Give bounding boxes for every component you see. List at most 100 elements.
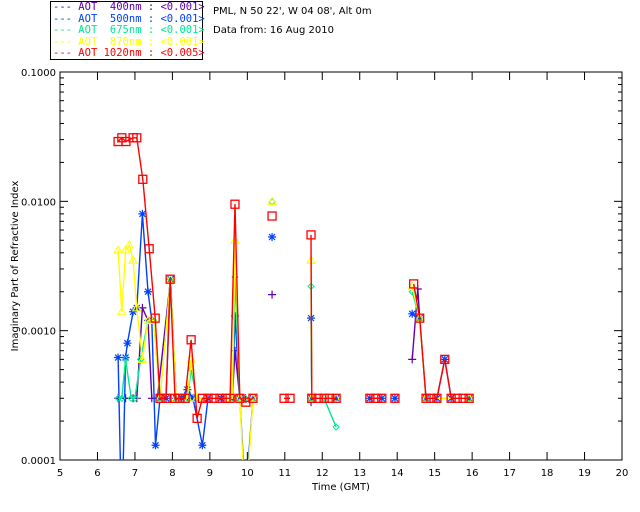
square-marker (319, 393, 329, 403)
date-info: Data from: 16 Aug 2010 (213, 25, 334, 36)
diamond-marker (408, 288, 416, 296)
square-marker (230, 199, 240, 209)
y-tick-label: 0.1000 (21, 68, 56, 79)
square-marker (180, 393, 190, 403)
square-marker (325, 393, 335, 403)
asterisk-marker (390, 394, 399, 403)
asterisk-marker (151, 441, 160, 450)
x-tick-label: 7 (132, 468, 138, 479)
triangle-marker (124, 239, 135, 249)
square-marker (175, 393, 185, 403)
legend-item-400: --- AOT 400nm : <0.001> (53, 1, 205, 13)
legend-label: AOT 1020nm : <0.005> (78, 47, 205, 60)
series-line (117, 136, 470, 419)
square-marker (170, 393, 180, 403)
legend-label: AOT 675nm : <0.001> (78, 24, 205, 37)
triangle-marker (128, 255, 138, 264)
square-marker (365, 393, 375, 403)
x-tick-label: 15 (428, 468, 441, 479)
asterisk-marker (268, 232, 277, 241)
asterisk-marker (138, 209, 147, 218)
square-marker (215, 393, 225, 403)
square-marker (132, 133, 142, 143)
x-tick-label: 18 (541, 468, 554, 479)
diamond-marker (121, 355, 130, 364)
square-marker (279, 393, 289, 403)
square-marker (203, 393, 213, 403)
x-tick-label: 12 (316, 468, 329, 479)
legend-label: AOT 870nm : <0.001> (78, 35, 205, 48)
square-marker (452, 393, 462, 403)
asterisk-marker (123, 339, 132, 348)
series-4 (113, 133, 474, 423)
diamond-marker (131, 394, 139, 402)
square-marker (458, 393, 468, 403)
triangle-marker (120, 245, 131, 254)
square-marker (197, 393, 208, 403)
asterisk-marker (230, 311, 239, 320)
asterisk-marker (332, 394, 341, 403)
plot-area (113, 133, 474, 460)
triangle-marker (131, 302, 142, 312)
diamond-marker (118, 394, 126, 402)
square-marker (267, 211, 277, 221)
triangle-marker (248, 393, 258, 402)
site-info: PML, N 50 22', W 04 08', Alt 0m (213, 6, 372, 17)
plus-marker (268, 290, 277, 299)
y-tick-label: 0.0100 (21, 197, 56, 208)
asterisk-marker (377, 394, 386, 403)
square-marker (161, 393, 171, 403)
square-marker (440, 354, 450, 365)
square-marker (155, 393, 165, 403)
square-marker (409, 279, 419, 289)
legend: --- AOT 400nm : <0.001> --- AOT 500nm : … (50, 1, 205, 60)
square-marker (313, 393, 323, 403)
asterisk-marker (183, 385, 192, 394)
asterisk-marker (129, 307, 138, 316)
square-marker (377, 393, 387, 403)
y-tick-label: 0.0001 (21, 456, 56, 467)
asterisk-marker (189, 394, 198, 403)
x-tick-label: 9 (207, 468, 213, 479)
x-tick-label: 11 (278, 468, 291, 479)
y-axis-label: Imaginary Part of Refractive Index (10, 181, 21, 352)
asterisk-marker (144, 287, 153, 296)
legend-label: AOT 500nm : <0.001> (78, 12, 205, 25)
square-marker (192, 413, 202, 423)
legend-item-675: --- AOT 675nm : <0.001> (53, 24, 205, 37)
triangle-marker (113, 245, 123, 254)
x-tick-label: 8 (169, 468, 175, 479)
square-marker (415, 313, 425, 323)
square-marker (446, 393, 456, 403)
legend-item-870: --- AOT 870nm : <0.001> (53, 35, 205, 48)
x-tick-label: 16 (466, 468, 479, 479)
triangle-marker (116, 306, 127, 316)
x-tick-label: 5 (57, 468, 63, 479)
asterisk-marker (465, 394, 474, 403)
square-marker (138, 174, 148, 184)
square-marker (285, 393, 295, 403)
square-marker (371, 393, 381, 403)
series-line (118, 279, 421, 399)
x-tick-label: 19 (578, 468, 591, 479)
plus-marker (408, 355, 417, 364)
square-marker (307, 393, 317, 403)
x-tick-label: 17 (503, 468, 516, 479)
square-marker (432, 393, 442, 403)
square-marker (464, 393, 474, 403)
asterisk-marker (121, 353, 130, 362)
x-tick-label: 20 (616, 468, 629, 479)
y-tick-label: 0.0010 (21, 327, 56, 338)
triangle-marker (267, 196, 277, 205)
asterisk-marker (114, 353, 123, 362)
square-marker (165, 274, 175, 284)
legend-label: AOT 400nm : <0.001> (78, 1, 205, 13)
triangle-marker (230, 235, 240, 244)
square-marker (306, 230, 316, 240)
square-marker (421, 393, 431, 403)
square-marker (248, 393, 258, 403)
triangle-marker (137, 354, 148, 363)
diamond-marker (332, 423, 340, 431)
square-marker (390, 393, 400, 403)
